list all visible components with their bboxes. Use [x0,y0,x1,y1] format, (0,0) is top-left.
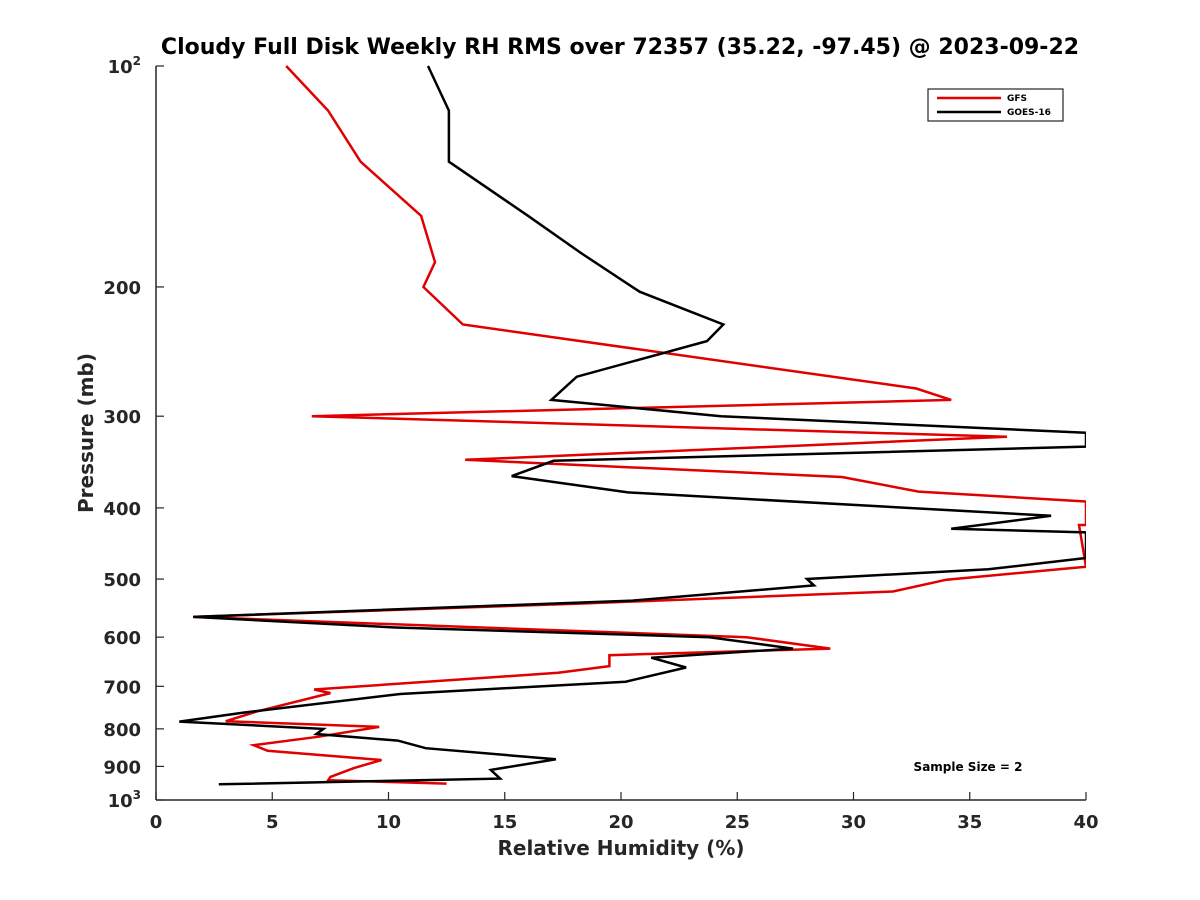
y-axis-label: Pressure (mb) [74,353,98,513]
legend-label: GOES-16 [1007,108,1051,118]
legend-entries: GFS GOES-16 [937,94,1051,118]
x-tick-label: 0 [150,812,163,833]
x-axis-label: Relative Humidity (%) [497,836,744,860]
x-tick-label: 10 [376,812,401,833]
y-tick-label: 300 [103,407,141,428]
x-tick-label: 35 [957,812,982,833]
x-tick-label: 15 [492,812,517,833]
series-layer [179,65,1086,786]
y-tick-label: 900 [103,757,141,778]
y-tick-label: 700 [103,677,141,698]
legend: GFS GOES-16 [927,88,1064,122]
y-tick-label: 500 [103,570,141,591]
legend-label: GFS [1007,94,1027,104]
legend-box [927,88,1064,122]
x-tick-label: 5 [266,812,279,833]
y-tick-label: 600 [103,628,141,649]
ticks-layer: 0 5 10 15 20 25 30 35 40 102 200 300 400 500 600 700 800… [103,54,1098,833]
sample-size-annotation: Sample Size = 2 [914,760,1023,774]
x-tick-label: 25 [725,812,750,833]
series-line-gfs [193,65,1086,785]
y-tick-label: 200 [103,278,141,299]
y-tick-label: 400 [103,499,141,520]
x-tick-label: 30 [841,812,866,833]
y-tick-label: 800 [103,720,141,741]
x-tick-label: 20 [608,812,633,833]
chart-title: Cloudy Full Disk Weekly RH RMS over 7235… [161,35,1079,60]
series-line-goes16 [179,65,1086,786]
axes-layer [155,66,1086,801]
y-tick-label: 103 [108,788,141,812]
y-tick-label: 102 [108,54,141,78]
x-tick-label: 40 [1073,812,1098,833]
